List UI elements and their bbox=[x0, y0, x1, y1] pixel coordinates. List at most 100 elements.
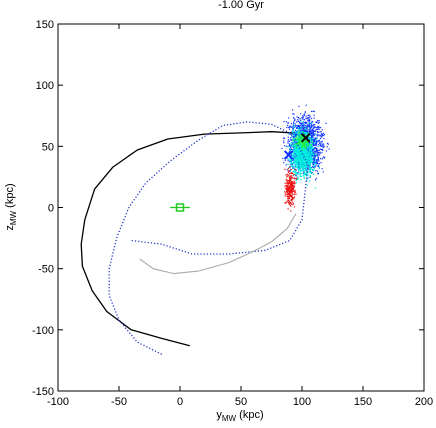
particle-point bbox=[316, 152, 318, 154]
particle-point bbox=[294, 196, 296, 198]
particle-point bbox=[313, 127, 315, 129]
particle-point bbox=[298, 151, 300, 153]
particle-point bbox=[308, 138, 310, 140]
particle-point bbox=[300, 155, 302, 157]
particle-point bbox=[321, 129, 323, 131]
particle-point bbox=[285, 174, 287, 176]
particle-point bbox=[286, 195, 289, 197]
particle-point bbox=[304, 156, 306, 158]
particle-point bbox=[289, 175, 291, 177]
particle-point bbox=[307, 144, 309, 146]
particle-point bbox=[301, 148, 303, 150]
particle-point bbox=[310, 145, 312, 147]
particle-point bbox=[312, 132, 314, 134]
particle-point bbox=[290, 125, 292, 127]
particle-point bbox=[300, 153, 302, 155]
particle-point bbox=[309, 146, 311, 148]
particle-point bbox=[307, 125, 309, 127]
particle-point bbox=[315, 127, 317, 129]
particle-point bbox=[297, 143, 299, 145]
particle-point bbox=[286, 185, 288, 187]
particle-point bbox=[316, 133, 318, 135]
particle-point bbox=[295, 139, 297, 141]
particle-point bbox=[285, 145, 288, 147]
particle-point bbox=[298, 129, 300, 131]
particle-point bbox=[307, 177, 309, 179]
particle-point bbox=[306, 184, 308, 186]
particle-point bbox=[309, 165, 311, 167]
particle-point bbox=[323, 145, 325, 147]
particle-point bbox=[315, 154, 317, 156]
particle-point bbox=[302, 144, 304, 146]
particle-point bbox=[295, 160, 297, 162]
particle-point bbox=[295, 182, 298, 184]
particle-point bbox=[297, 178, 299, 180]
particle-point bbox=[311, 121, 313, 123]
particle-point bbox=[309, 155, 311, 158]
particle-point bbox=[298, 128, 300, 130]
particle-point bbox=[288, 182, 290, 184]
particle-point bbox=[319, 148, 321, 150]
particle-point bbox=[311, 149, 313, 151]
particle-point bbox=[310, 122, 312, 124]
particle-point bbox=[305, 152, 308, 154]
particle-point bbox=[294, 165, 296, 167]
particle-point bbox=[302, 136, 305, 139]
particle-point bbox=[315, 160, 318, 162]
particle-point bbox=[309, 128, 311, 130]
particle-point bbox=[304, 170, 306, 172]
particle-point bbox=[303, 113, 305, 116]
particle-point bbox=[309, 159, 311, 161]
particle-point bbox=[300, 157, 302, 159]
particle-point bbox=[288, 186, 290, 188]
particle-point bbox=[294, 148, 296, 150]
particle-point bbox=[305, 126, 307, 128]
particle-point bbox=[289, 179, 292, 181]
particle-point bbox=[297, 142, 299, 144]
particle-point bbox=[316, 162, 318, 164]
particle-point bbox=[309, 151, 311, 153]
particle-point bbox=[297, 151, 299, 154]
particle-point bbox=[304, 160, 307, 162]
particle-point bbox=[295, 131, 297, 133]
particle-point bbox=[288, 203, 290, 205]
particle-point bbox=[290, 175, 292, 177]
particle-point bbox=[303, 124, 305, 126]
particle-point bbox=[305, 157, 307, 159]
particle-point bbox=[300, 145, 302, 147]
particle-point bbox=[289, 158, 291, 160]
particle-point bbox=[311, 157, 313, 159]
particle-point bbox=[313, 139, 315, 141]
particle-point bbox=[287, 195, 289, 197]
particle-point bbox=[301, 118, 303, 120]
particle-point bbox=[304, 143, 306, 145]
particle-point bbox=[314, 126, 316, 128]
particle-point bbox=[305, 126, 308, 128]
particle-point bbox=[286, 193, 288, 195]
particle-point bbox=[308, 130, 310, 132]
particle-point bbox=[301, 125, 303, 127]
particle-point bbox=[298, 169, 300, 171]
particle-point bbox=[309, 126, 312, 129]
particle-point bbox=[292, 124, 294, 126]
particle-point bbox=[317, 119, 319, 122]
particle-point bbox=[305, 145, 307, 147]
particle-point bbox=[293, 156, 295, 158]
particle-point bbox=[309, 143, 311, 145]
particle-point bbox=[308, 165, 310, 167]
particle-point bbox=[291, 194, 293, 196]
particle-point bbox=[291, 161, 293, 163]
particle-point bbox=[306, 127, 308, 129]
orbit-grey-line bbox=[139, 213, 297, 275]
particle-point bbox=[298, 141, 300, 143]
particle-point bbox=[291, 152, 293, 154]
particle-point bbox=[290, 155, 292, 157]
particle-point bbox=[294, 159, 296, 161]
particle-point bbox=[297, 131, 299, 133]
particle-point bbox=[315, 160, 317, 162]
particle-point bbox=[318, 142, 320, 144]
particle-point bbox=[324, 157, 326, 159]
particle-point bbox=[296, 177, 298, 179]
particle-point bbox=[307, 125, 310, 127]
particle-point bbox=[296, 157, 298, 159]
